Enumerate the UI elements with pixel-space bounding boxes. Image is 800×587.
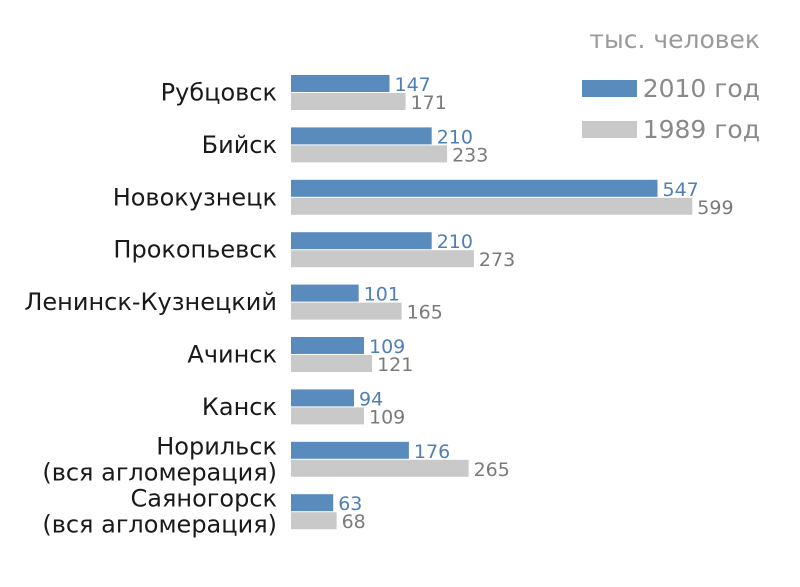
value-label-1989: 265	[474, 459, 510, 481]
bar-1989	[291, 197, 693, 215]
category-label: Ленинск-Кузнецкий	[24, 288, 277, 316]
legend-swatch-2010	[582, 80, 637, 97]
value-label-2010: 147	[395, 74, 431, 96]
bar-2010	[291, 494, 334, 512]
bar-1989	[291, 302, 402, 320]
value-label-2010: 63	[338, 493, 362, 515]
bar-group: Прокопьевск 210 273	[113, 231, 515, 271]
value-label-1989: 165	[407, 302, 443, 324]
category-label: Канск	[202, 393, 277, 421]
category-label: Саяногорск	[131, 485, 278, 513]
units-label: тыс. человек	[589, 25, 760, 54]
bar-1989	[291, 459, 469, 477]
value-label-2010: 547	[663, 179, 699, 201]
bar-1989	[291, 93, 406, 110]
bar-1989	[291, 250, 474, 268]
legend-label-2010: 2010 год	[643, 74, 760, 103]
legend: 2010 год 1989 год	[582, 74, 760, 144]
category-label: Бийск	[202, 131, 277, 159]
bar-group: Ленинск-Кузнецкий 101 165	[24, 284, 443, 324]
value-label-1989: 599	[697, 197, 733, 219]
category-label: (вся агломерация)	[42, 458, 277, 486]
value-label-2010: 109	[369, 336, 405, 358]
value-label-1989: 68	[342, 511, 366, 533]
bar-2010	[291, 441, 409, 459]
bar-2010	[291, 284, 359, 302]
category-label: Новокузнецк	[113, 183, 277, 211]
bar-2010	[291, 75, 390, 92]
bar-2010	[291, 389, 354, 407]
value-label-2010: 176	[414, 441, 450, 463]
legend-label-1989: 1989 год	[643, 115, 760, 144]
bar-2010	[291, 232, 432, 250]
bar-2010	[291, 337, 364, 354]
category-label: (вся агломерация)	[42, 511, 277, 539]
bar-1989	[291, 512, 337, 530]
value-label-1989: 233	[452, 144, 488, 166]
bar-2010	[291, 179, 658, 197]
value-label-2010: 210	[437, 231, 473, 253]
legend-swatch-1989	[582, 121, 637, 138]
bar-2010	[291, 127, 432, 145]
value-label-2010: 94	[359, 388, 383, 410]
value-label-1989: 109	[369, 406, 405, 428]
value-label-1989: 273	[479, 249, 515, 271]
category-label: Ачинск	[187, 341, 277, 369]
value-label-1989: 121	[377, 354, 413, 376]
bar-1989	[291, 145, 448, 163]
value-label-2010: 210	[437, 126, 473, 148]
category-label: Норильск	[156, 432, 277, 460]
category-label: Прокопьевск	[113, 236, 277, 264]
bar-1989	[291, 355, 373, 372]
bar-group: Норильск(вся агломерация) 176 265	[42, 432, 510, 486]
bar-1989	[291, 407, 364, 425]
value-label-2010: 101	[364, 284, 400, 306]
category-label: Рубцовск	[161, 79, 277, 107]
value-label-1989: 171	[411, 92, 447, 114]
